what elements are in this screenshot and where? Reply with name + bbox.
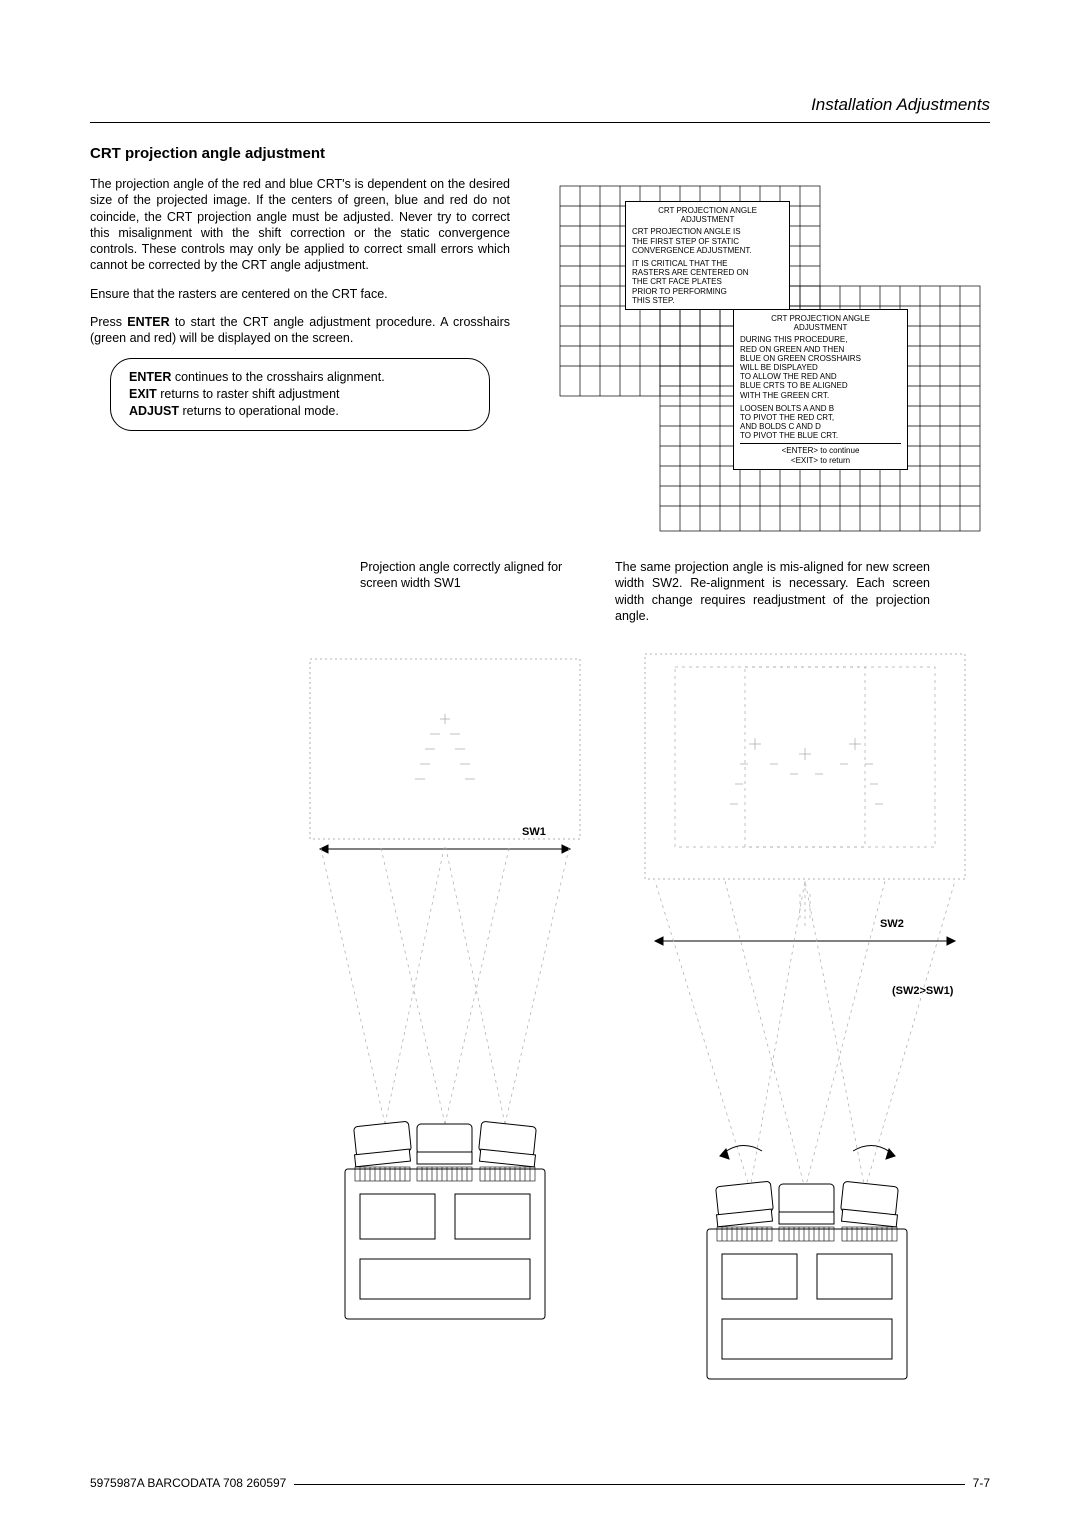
note-adjust: ADJUST: [129, 404, 179, 418]
header-rule: [90, 122, 990, 123]
sw2-label: SW2: [880, 918, 904, 930]
menu1-body2: IT IS CRITICAL THAT THE RASTERS ARE CENT…: [632, 259, 783, 305]
menu1-title: CRT PROJECTION ANGLE ADJUSTMENT: [632, 206, 783, 224]
p3-prefix: Press: [90, 315, 127, 329]
osd-menu-2: CRT PROJECTION ANGLE ADJUSTMENT DURING T…: [733, 309, 908, 470]
section-heading: CRT projection angle adjustment: [90, 145, 990, 162]
caption-sw1: Projection angle correctly aligned for s…: [360, 559, 585, 624]
menu2-footer: <ENTER> to continue <EXIT> to return: [740, 443, 901, 464]
body-text-column: The projection angle of the red and blue…: [90, 176, 510, 549]
osd-menu-1: CRT PROJECTION ANGLE ADJUSTMENT CRT PROJ…: [625, 201, 790, 310]
projector-diagrams: SW1: [290, 649, 990, 1392]
page-footer: 5975987A BARCODATA 708 260597 7-7: [90, 1476, 990, 1490]
sw1-label: SW1: [522, 826, 546, 838]
caption-row: Projection angle correctly aligned for s…: [90, 559, 990, 624]
note-enter-rest: continues to the crosshairs alignment.: [171, 370, 384, 384]
paragraph-3: Press ENTER to start the CRT angle adjus…: [90, 314, 510, 347]
note-enter: ENTER: [129, 370, 171, 384]
note-exit-rest: returns to raster shift adjustment: [157, 387, 340, 401]
sw2-diagram: SW2 (SW2>SW1): [640, 649, 980, 1392]
footer-page-number: 7-7: [973, 1476, 990, 1490]
menu1-body1: CRT PROJECTION ANGLE IS THE FIRST STEP O…: [632, 227, 783, 255]
footer-doc-id: 5975987A BARCODATA 708 260597: [90, 1476, 286, 1490]
note-adjust-rest: returns to operational mode.: [179, 404, 339, 418]
header-section-title: Installation Adjustments: [811, 95, 990, 115]
note-box: ENTER continues to the crosshairs alignm…: [110, 358, 490, 431]
menu2-title: CRT PROJECTION ANGLE ADJUSTMENT: [740, 314, 901, 332]
note-exit: EXIT: [129, 387, 157, 401]
footer-rule: [294, 1484, 964, 1485]
sw2-note: (SW2>SW1): [892, 985, 954, 997]
caption-sw2: The same projection angle is mis-aligned…: [615, 559, 930, 624]
p3-bold: ENTER: [127, 315, 169, 329]
menu2-body1: DURING THIS PROCEDURE, RED ON GREEN AND …: [740, 335, 901, 399]
menu2-body2: LOOSEN BOLTS A AND B TO PIVOT THE RED CR…: [740, 404, 901, 441]
osd-diagram-column: CRT PROJECTION ANGLE ADJUSTMENT CRT PROJ…: [550, 176, 990, 549]
paragraph-1: The projection angle of the red and blue…: [90, 176, 510, 274]
paragraph-2: Ensure that the rasters are centered on …: [90, 286, 510, 302]
sw1-diagram: SW1: [290, 649, 600, 1392]
